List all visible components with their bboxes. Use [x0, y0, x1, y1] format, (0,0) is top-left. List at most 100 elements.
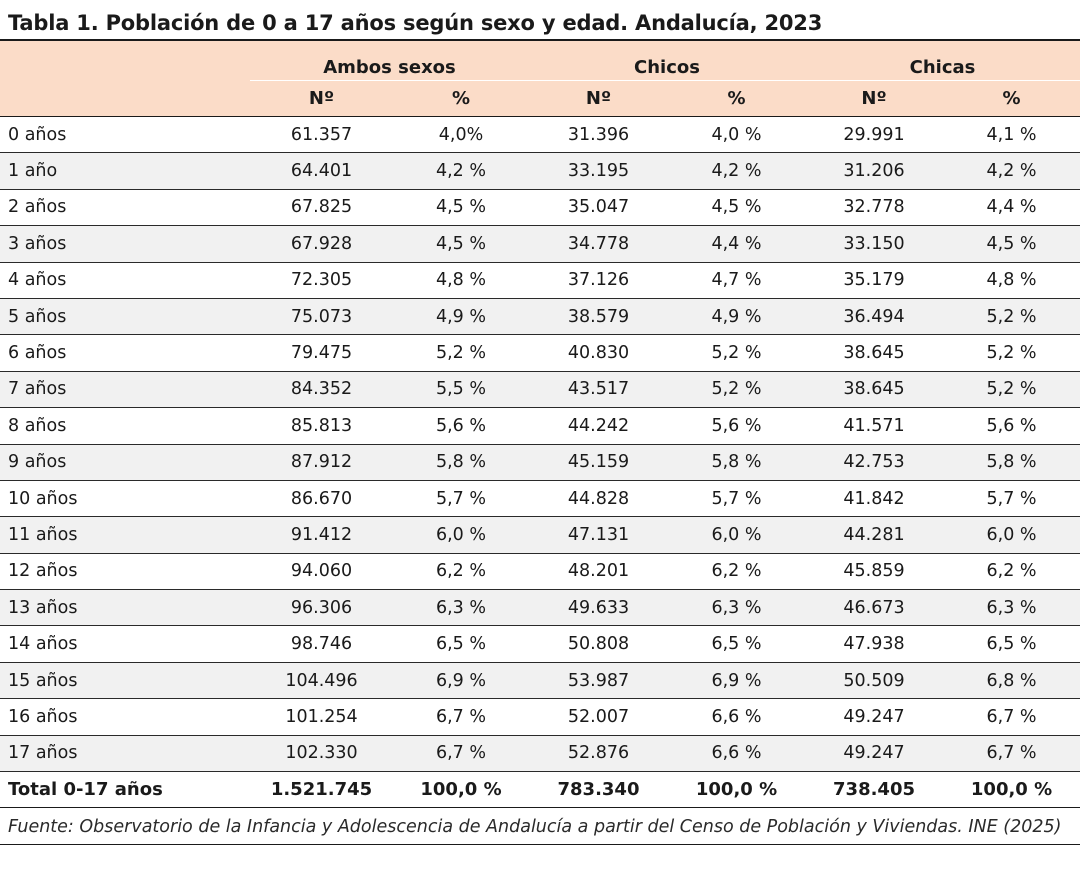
table-cell: 35.047 [529, 189, 668, 227]
table-cell: 85.813 [250, 407, 393, 445]
table-cell: 36.494 [805, 298, 944, 336]
table-cell: 75.073 [250, 298, 393, 336]
row-label: 7 años [0, 371, 250, 409]
row-label: 3 años [0, 225, 250, 263]
table-cell: 40.830 [529, 334, 668, 372]
table-cell: 91.412 [250, 516, 393, 554]
subheader-cell: Nº [250, 80, 393, 117]
table-cell: 72.305 [250, 262, 393, 299]
table-cell: 5,2 % [668, 334, 806, 372]
table-cell: 37.126 [529, 262, 668, 299]
table-cell: 33.195 [529, 152, 668, 190]
table-cell: 5,7 % [668, 480, 806, 518]
row-label: 5 años [0, 298, 250, 336]
table-row: 13 años 96.306 6,3 % 49.633 6,3 % 46.673 6,3 % [0, 589, 1080, 627]
table-cell: 4,5 % [393, 225, 529, 263]
table-cell: 6,2 % [943, 553, 1080, 591]
table-cell: 42.753 [805, 444, 944, 481]
table-cell: 49.247 [805, 698, 944, 736]
table-cell: 64.401 [250, 152, 393, 190]
total-cell: 100,0 % [393, 771, 529, 809]
table-cell: 52.876 [529, 735, 668, 773]
table-cell: 6,8 % [943, 662, 1080, 700]
table-cell: 5,2 % [943, 298, 1080, 336]
table-cell: 5,8 % [668, 444, 806, 481]
table-cell: 6,3 % [393, 589, 529, 627]
table-cell: 38.645 [805, 334, 944, 372]
table-cell: 4,8 % [393, 262, 529, 299]
table-cell: 44.242 [529, 407, 668, 445]
source-note: Fuente: Observatorio de la Infancia y Ad… [0, 808, 1080, 846]
row-label: 6 años [0, 334, 250, 372]
table-row: 3 años 67.928 4,5 % 34.778 4,4 % 33.150 4,5 % [0, 225, 1080, 263]
subheader-cell: Nº [529, 80, 668, 117]
row-label: 14 años [0, 625, 250, 663]
table-cell: 4,2 % [943, 152, 1080, 190]
table-cell: 53.987 [529, 662, 668, 700]
table-cell: 5,5 % [393, 371, 529, 409]
table-cell: 4,4 % [668, 225, 806, 263]
table-cell: 46.673 [805, 589, 944, 627]
table-row: 17 años 102.330 6,7 % 52.876 6,6 % 49.247 6,7 … [0, 735, 1080, 773]
group-header-chicas: Chicas [805, 41, 1080, 81]
table-row: 4 años 72.305 4,8 % 37.126 4,7 % 35.179 4,8 % [0, 262, 1080, 299]
table-cell: 45.159 [529, 444, 668, 481]
table-cell: 6,7 % [393, 698, 529, 736]
table-cell: 6,0 % [393, 516, 529, 554]
table-cell: 4,5 % [393, 189, 529, 227]
table-cell: 6,3 % [668, 589, 806, 627]
table-cell: 4,9 % [393, 298, 529, 336]
table-row: 14 años 98.746 6,5 % 50.808 6,5 % 47.938 6,5 % [0, 625, 1080, 663]
table-cell: 5,7 % [943, 480, 1080, 518]
table-cell: 5,2 % [393, 334, 529, 372]
table-cell: 6,9 % [393, 662, 529, 700]
table-cell: 41.842 [805, 480, 944, 518]
table-row: 0 años 61.357 4,0% 31.396 4,0 % 29.991 4,1 % [0, 116, 1080, 154]
table-cell: 6,0 % [668, 516, 806, 554]
table-cell: 67.825 [250, 189, 393, 227]
row-label: 15 años [0, 662, 250, 700]
table-cell: 87.912 [250, 444, 393, 481]
row-label: 1 año [0, 152, 250, 190]
table-cell: 6,5 % [943, 625, 1080, 663]
table-cell: 31.206 [805, 152, 944, 190]
table-cell: 31.396 [529, 116, 668, 154]
table-cell: 47.131 [529, 516, 668, 554]
total-cell: 100,0 % [668, 771, 806, 809]
table-cell: 45.859 [805, 553, 944, 591]
table-cell: 52.007 [529, 698, 668, 736]
table-cell: 35.179 [805, 262, 944, 299]
table-cell: 101.254 [250, 698, 393, 736]
subheader-row: Nº % Nº % Nº % [0, 80, 1080, 117]
table-title: Tabla 1. Población de 0 a 17 años según … [0, 0, 1080, 41]
population-table: Ambos sexos Chicos Chicas Nº % Nº % Nº %… [0, 41, 1080, 809]
table-cell: 44.281 [805, 516, 944, 554]
subheader-blank-cell [0, 80, 250, 117]
table-cell: 4,5 % [668, 189, 806, 227]
table-cell: 6,7 % [943, 735, 1080, 773]
table-cell: 98.746 [250, 625, 393, 663]
table-cell: 50.509 [805, 662, 944, 700]
table-cell: 6,7 % [393, 735, 529, 773]
table-cell: 49.633 [529, 589, 668, 627]
table-row: 2 años 67.825 4,5 % 35.047 4,5 % 32.778 4,4 % [0, 189, 1080, 227]
total-cell: 100,0 % [943, 771, 1080, 809]
table-cell: 5,2 % [943, 371, 1080, 409]
table-cell: 84.352 [250, 371, 393, 409]
table-row: 12 años 94.060 6,2 % 48.201 6,2 % 45.859 6,2 % [0, 553, 1080, 591]
row-label: 9 años [0, 444, 250, 481]
group-header-row: Ambos sexos Chicos Chicas [0, 41, 1080, 81]
table-row: 1 año 64.401 4,2 % 33.195 4,2 % 31.206 4,2 % [0, 152, 1080, 190]
table-cell: 4,1 % [943, 116, 1080, 154]
table-cell: 44.828 [529, 480, 668, 518]
table-cell: 6,6 % [668, 735, 806, 773]
table-cell: 104.496 [250, 662, 393, 700]
table-cell: 50.808 [529, 625, 668, 663]
table-cell: 33.150 [805, 225, 944, 263]
table-row: 7 años 84.352 5,5 % 43.517 5,2 % 38.645 5,2 % [0, 371, 1080, 409]
row-label: 17 años [0, 735, 250, 773]
subheader-cell: % [393, 80, 529, 117]
table-cell: 5,6 % [393, 407, 529, 445]
table-cell: 4,4 % [943, 189, 1080, 227]
table-cell: 61.357 [250, 116, 393, 154]
